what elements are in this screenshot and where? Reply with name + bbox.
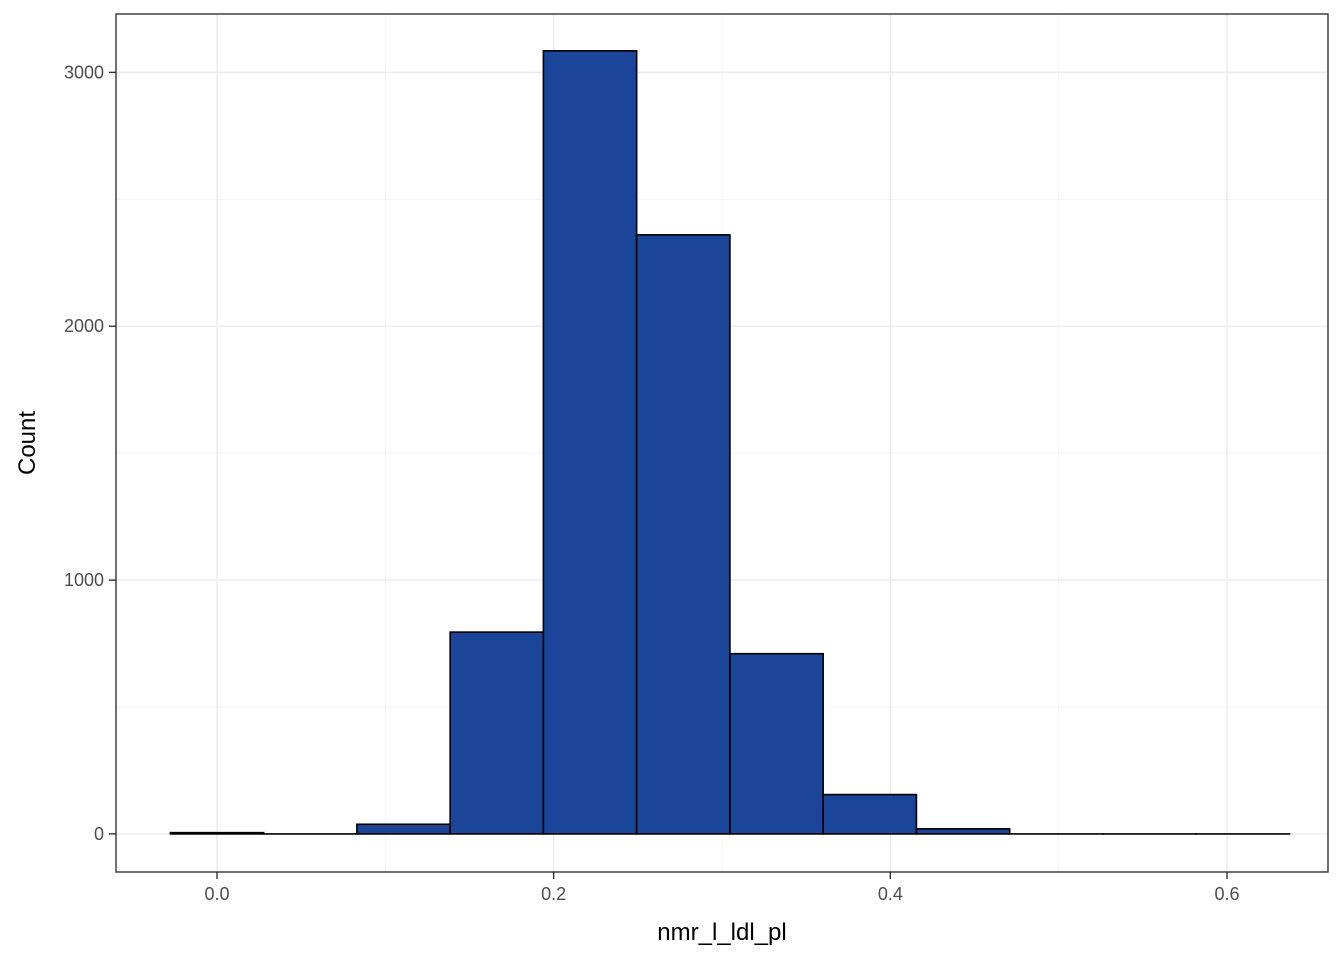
y-axis: 0 1000 2000 3000 xyxy=(64,62,116,844)
y-tick-label: 3000 xyxy=(64,62,104,82)
y-tick-label: 1000 xyxy=(64,570,104,590)
y-axis-title: Count xyxy=(14,411,41,475)
histogram-bar xyxy=(449,631,545,835)
histogram-bar xyxy=(822,793,918,835)
histogram-bar xyxy=(169,831,265,835)
y-tick-label: 2000 xyxy=(64,316,104,336)
histogram-bar xyxy=(542,50,638,835)
panel-border xyxy=(115,13,1329,873)
histogram-bar xyxy=(356,823,451,835)
histogram-bar xyxy=(729,652,824,835)
x-axis-title: nmr_l_ldl_pl xyxy=(657,919,786,946)
x-tick-label: 0.0 xyxy=(204,884,229,904)
histogram-bars xyxy=(169,50,1291,835)
histogram-bar xyxy=(635,234,731,835)
histogram-bar xyxy=(915,828,1011,835)
x-tick-label: 0.2 xyxy=(541,884,566,904)
x-axis: 0.0 0.2 0.4 0.6 xyxy=(204,872,1240,904)
x-tick-label: 0.4 xyxy=(878,884,903,904)
y-tick-label: 0 xyxy=(94,824,104,844)
x-tick-label: 0.6 xyxy=(1214,884,1239,904)
